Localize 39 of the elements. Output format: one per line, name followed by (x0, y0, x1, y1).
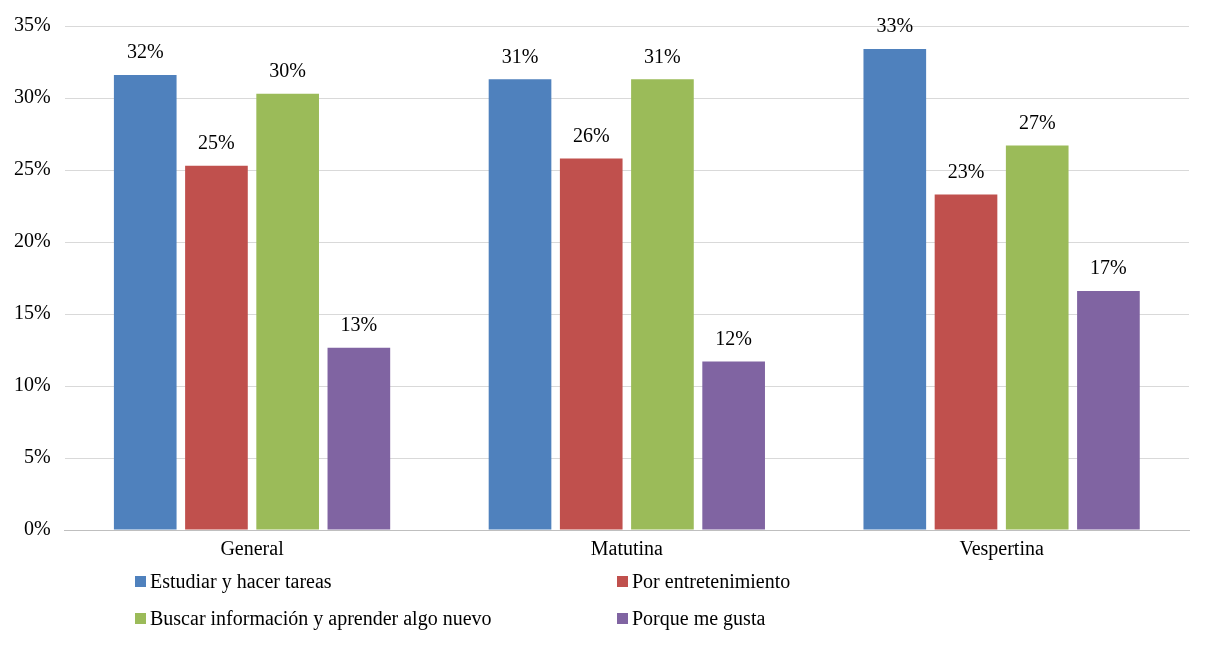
bar (256, 93, 319, 530)
bar (559, 158, 623, 530)
bar (113, 74, 177, 530)
data-label: 31% (501, 44, 539, 67)
y-tick-label: 30% (13, 85, 51, 108)
bar (631, 79, 694, 530)
data-label: 32% (126, 40, 164, 63)
data-label: 31% (644, 44, 681, 67)
bar (863, 49, 927, 530)
data-label: 25% (198, 130, 235, 153)
data-label: 23% (947, 159, 985, 182)
legend-label: Buscar información y aprender algo nuevo (150, 607, 492, 630)
bar (327, 347, 391, 530)
data-label: 12% (715, 326, 752, 349)
y-tick-label: 5% (23, 445, 51, 468)
y-tick-label: 35% (13, 13, 51, 36)
data-label: 26% (572, 123, 610, 146)
y-tick-label: 0% (23, 517, 51, 540)
bar (1077, 290, 1140, 530)
y-tick-label: 20% (13, 229, 51, 252)
data-label: 17% (1090, 256, 1127, 279)
legend-label: Porque me gusta (632, 607, 766, 630)
data-label: 13% (340, 313, 378, 336)
bar (702, 361, 765, 530)
y-tick-label: 15% (13, 301, 51, 324)
bar (934, 194, 998, 530)
legend-label: Estudiar y hacer tareas (150, 570, 332, 593)
bar (185, 165, 248, 530)
x-tick-label: Vespertina (959, 537, 1044, 561)
data-label: 27% (1018, 110, 1056, 133)
x-tick-label: General (220, 537, 285, 560)
data-label: 30% (269, 58, 306, 81)
bar (488, 79, 552, 530)
y-tick-label: 25% (13, 157, 51, 180)
data-label: 33% (876, 14, 914, 37)
bar (1005, 145, 1069, 530)
x-tick-label: Matutina (590, 537, 664, 560)
legend-label: Por entretenimiento (632, 570, 791, 593)
y-tick-label: 10% (13, 373, 51, 396)
